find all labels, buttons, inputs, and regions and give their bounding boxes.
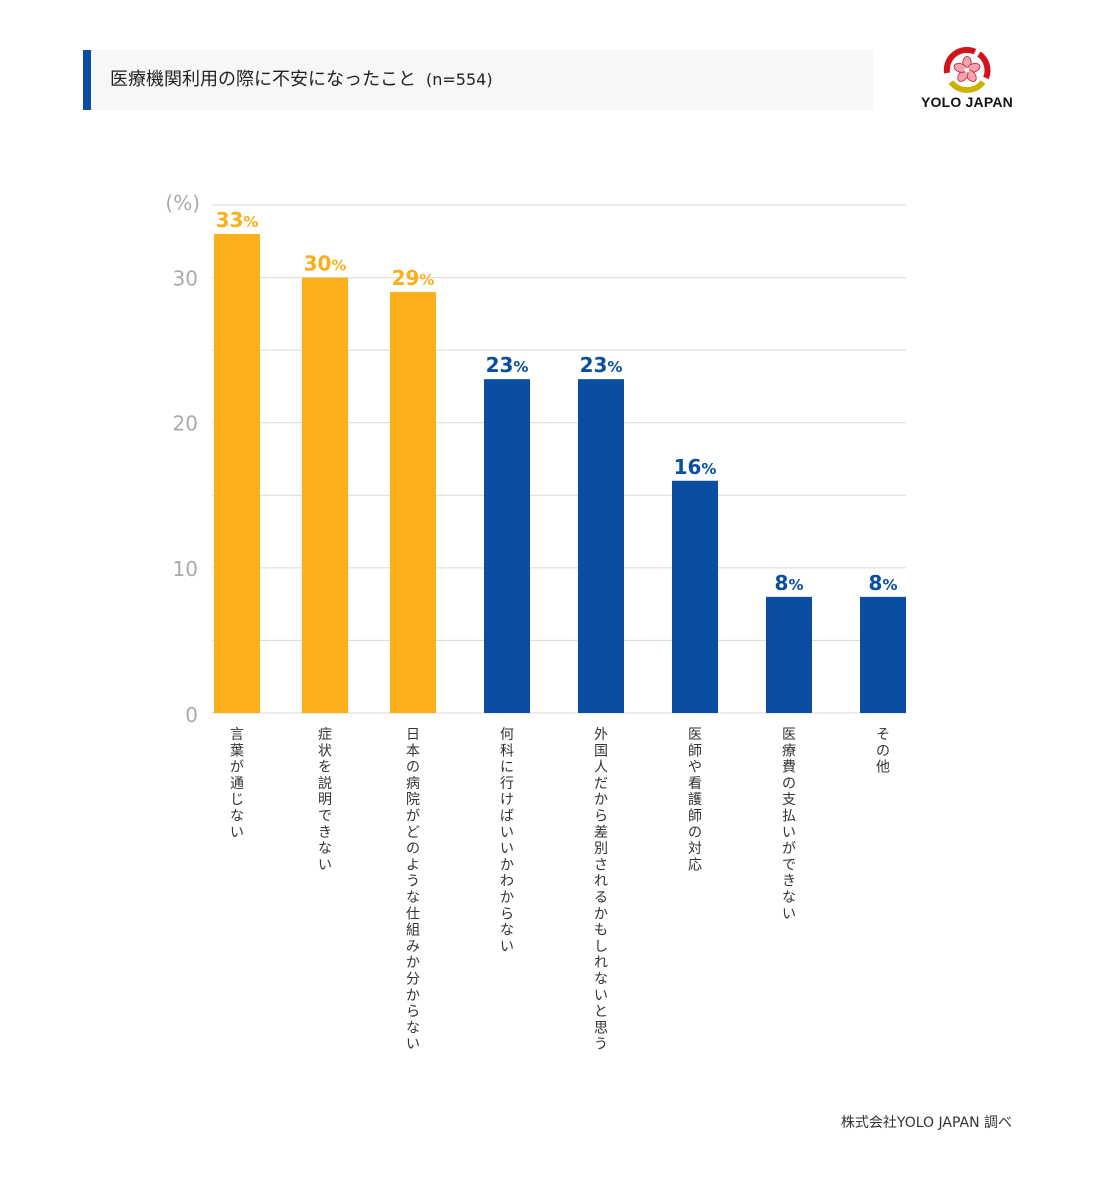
source-note: 株式会社YOLO JAPAN 調べ	[840, 1115, 1012, 1131]
data-label: 33%	[216, 208, 259, 232]
chart-title: 医療機関利用の際に不安になったこと (n=554)	[110, 50, 493, 110]
y-tick-label: 30	[173, 267, 198, 291]
data-label: 23%	[580, 353, 623, 377]
data-label: 8%	[775, 571, 804, 595]
data-label: 29%	[392, 266, 435, 290]
bar	[484, 379, 530, 713]
data-label: 23%	[486, 353, 529, 377]
y-axis-label: (%)	[165, 191, 200, 215]
x-tick-label: 言葉が通じない	[230, 727, 244, 841]
logo-text: YOLO JAPAN	[921, 94, 1013, 110]
value-labels: 33% 30% 29% 23% 23% 16% 8% 8%	[216, 208, 898, 595]
y-tick-label: 20	[173, 412, 198, 436]
cherry-blossom-logo-icon	[943, 46, 991, 93]
bars	[214, 234, 906, 713]
x-tick-label: 医師や看護師の対応	[688, 727, 702, 873]
bar	[860, 596, 906, 713]
data-label: 8%	[869, 571, 898, 595]
sample-size: (n=554)	[426, 70, 493, 89]
data-label: 16%	[674, 455, 717, 479]
x-tick-label: 外国人だから差別されるかもしれないと思う	[594, 727, 608, 1053]
x-tick-label: 症状を説明できない	[318, 727, 332, 873]
chart-title-text: 医療機関利用の際に不安になったこと	[110, 69, 416, 90]
x-tick-label: 医療費の支払いができない	[782, 727, 796, 922]
bar	[214, 234, 260, 713]
y-tick-label: 10	[173, 557, 198, 581]
yolo-japan-logo: YOLO JAPAN	[912, 46, 1022, 113]
bar	[766, 596, 812, 713]
bar	[390, 292, 436, 713]
x-tick-label: 日本の病院がどのような仕組みか分からない	[406, 727, 420, 1053]
title-accent-bar	[83, 50, 91, 110]
x-tick-label: その他	[876, 727, 890, 776]
x-tick-label: 何科に行けばいいかわからない	[500, 727, 514, 955]
bar	[672, 480, 718, 713]
title-bar: 医療機関利用の際に不安になったこと (n=554)	[83, 50, 873, 110]
bar	[302, 277, 348, 713]
bar	[578, 379, 624, 713]
y-axis: 0 10 20 30 (%)	[165, 191, 200, 727]
data-label: 30%	[304, 252, 347, 276]
y-tick-label: 0	[185, 703, 198, 727]
category-labels: 言葉が通じない 症状を説明できない 日本の病院がどのような仕組みか分からない 何科に行…	[230, 727, 890, 1053]
